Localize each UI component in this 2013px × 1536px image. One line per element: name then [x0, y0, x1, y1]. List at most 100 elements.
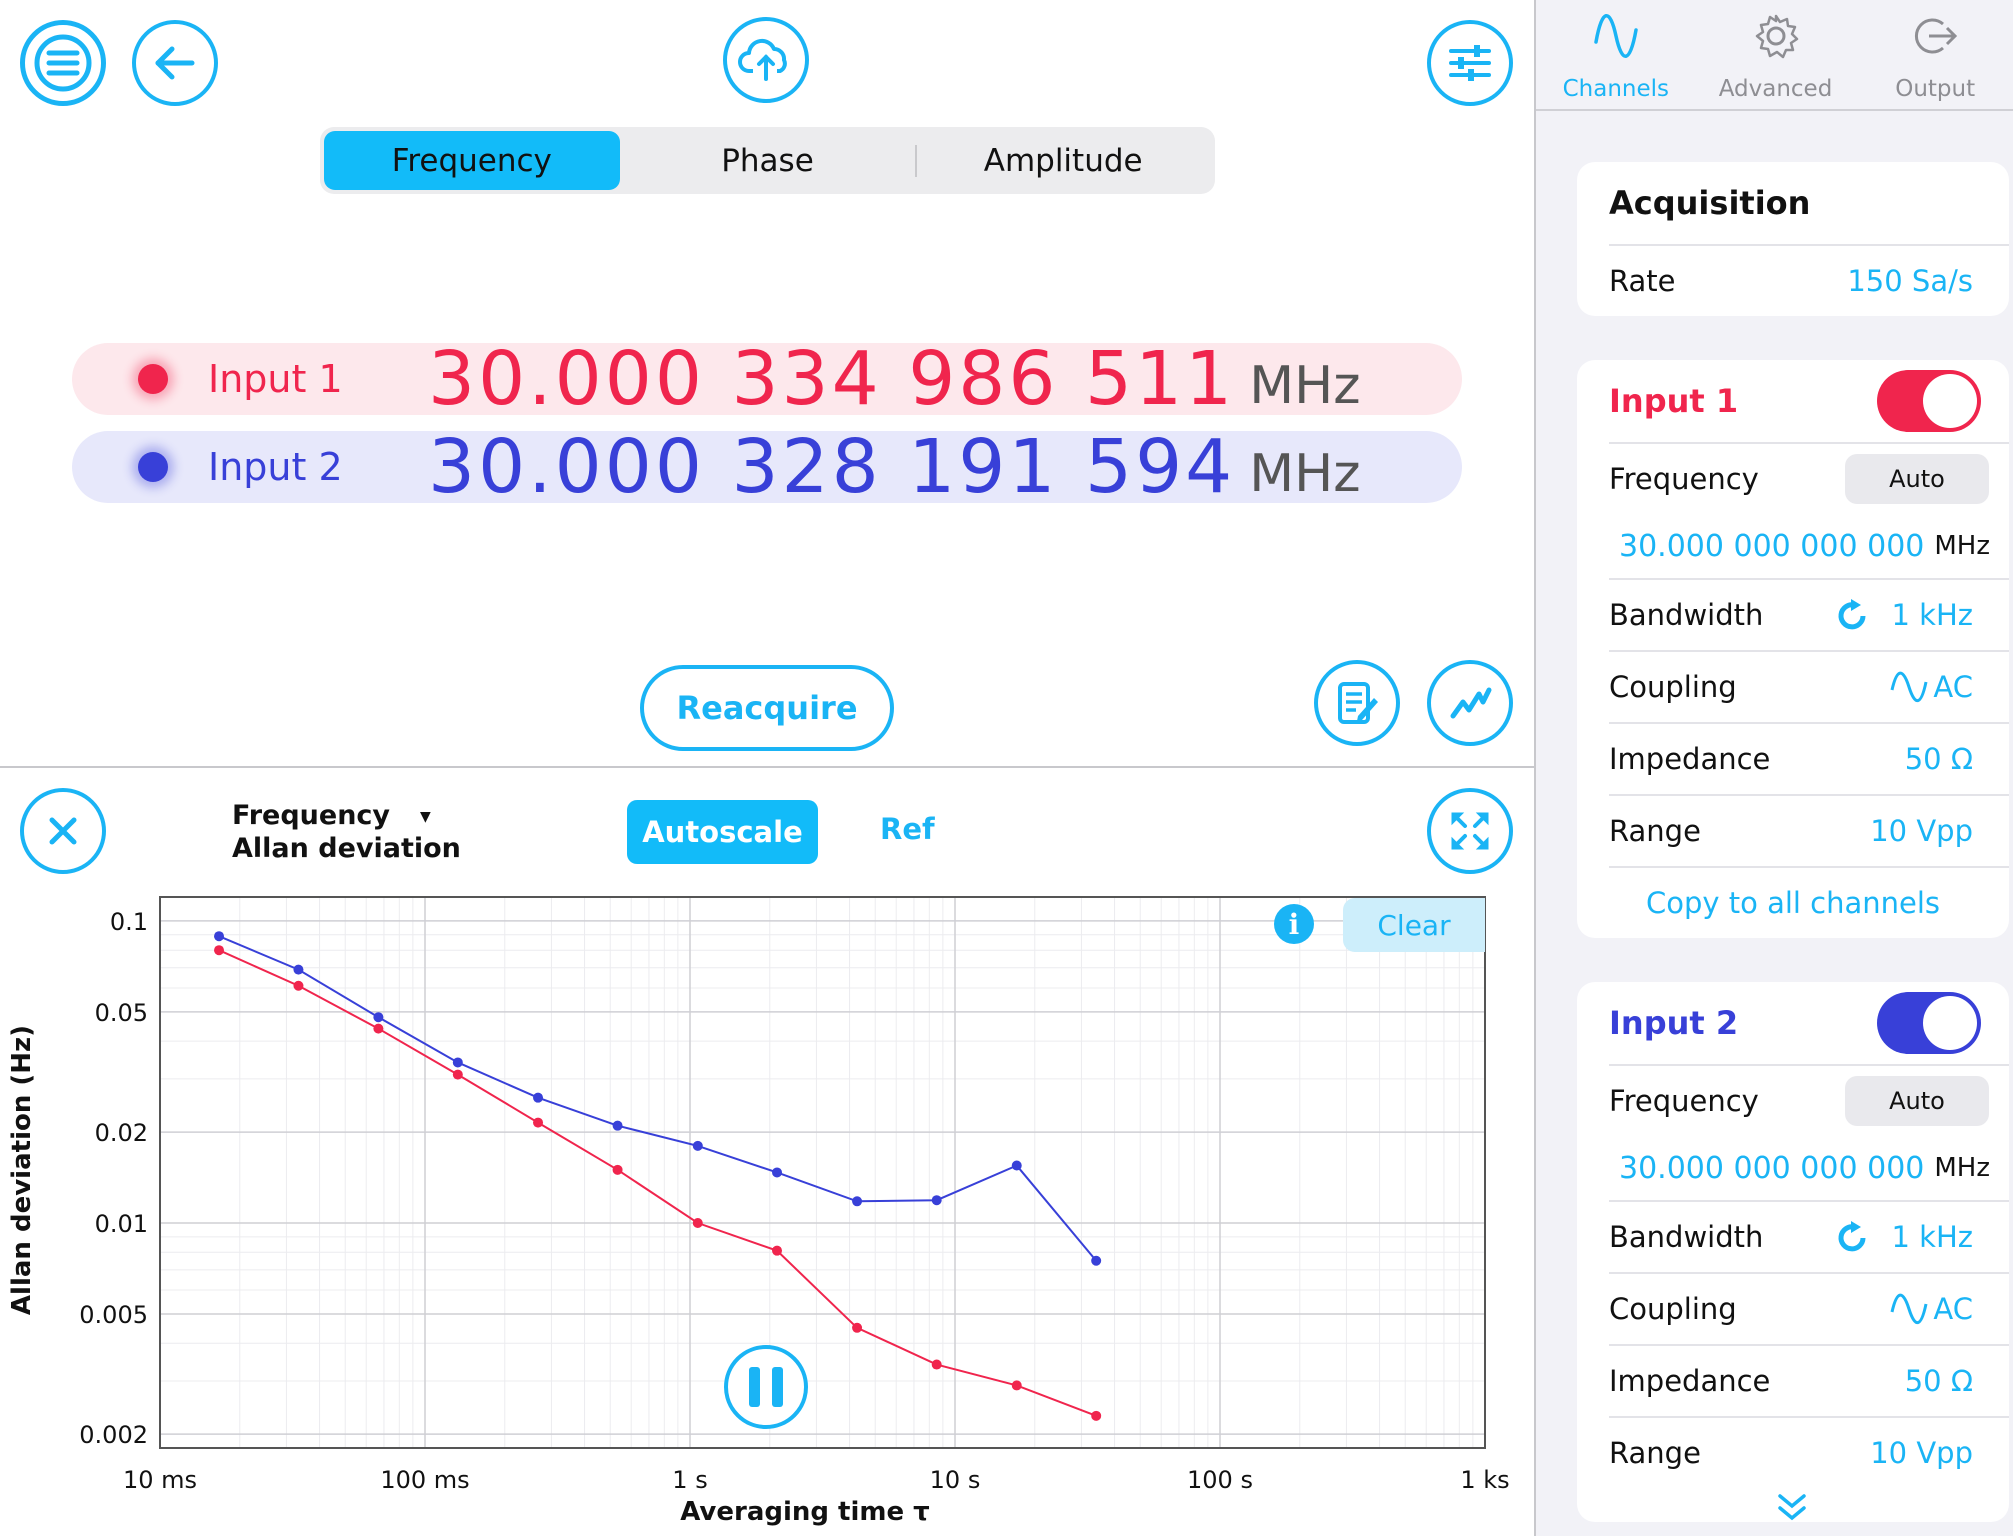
rate-value: 150 Sa/s: [1847, 264, 1973, 298]
close-plot-button[interactable]: [20, 788, 106, 874]
input2-impedance-row[interactable]: Impedance 50 Ω: [1609, 1344, 2009, 1416]
panel-divider: [0, 766, 1534, 768]
input1-reading-label: Input 1: [208, 357, 343, 401]
input1-coupling-value: AC: [1933, 670, 1973, 704]
data-point-input-1: [1091, 1410, 1102, 1421]
input2-coupling-label: Coupling: [1609, 1292, 1737, 1326]
acquisition-title: Acquisition: [1609, 184, 1811, 222]
data-point-input-1: [772, 1245, 783, 1256]
sine-wave-icon: [1890, 671, 1928, 703]
log-button[interactable]: [1314, 660, 1400, 746]
input1-range-value: 10 Vpp: [1870, 814, 1973, 848]
input2-coupling-row[interactable]: Coupling AC: [1609, 1272, 2009, 1344]
tab-channels-label: Channels: [1562, 76, 1670, 102]
input2-range-value: 10 Vpp: [1870, 1436, 1973, 1470]
scroll-down-chevron-icon[interactable]: [1772, 1490, 1812, 1526]
input1-range-row[interactable]: Range 10 Vpp: [1609, 794, 2009, 866]
arrow-left-icon: [155, 46, 195, 80]
input2-range-row[interactable]: Range 10 Vpp: [1609, 1416, 2009, 1488]
input1-coupling-label: Coupling: [1609, 670, 1737, 704]
input1-reading-unit: MHz: [1249, 356, 1361, 416]
tab-frequency[interactable]: Frequency: [324, 131, 620, 190]
input1-bandwidth-label: Bandwidth: [1609, 598, 1764, 632]
data-point-input-2: [373, 1012, 384, 1023]
pause-button[interactable]: [724, 1345, 808, 1429]
tab-channels[interactable]: Channels: [1536, 0, 1696, 109]
upload-button[interactable]: [723, 17, 809, 103]
input2-title: Input 2: [1609, 1004, 1739, 1042]
line-chart-icon: [1450, 687, 1492, 719]
input2-bandwidth-label: Bandwidth: [1609, 1220, 1764, 1254]
tab-advanced[interactable]: Advanced: [1696, 0, 1856, 109]
data-point-input-2: [214, 931, 225, 942]
data-point-input-2: [452, 1057, 463, 1068]
chart-minor-grid: [160, 897, 1485, 1448]
data-point-input-2: [533, 1092, 544, 1103]
input1-bandwidth-row[interactable]: Bandwidth 1 kHz: [1609, 578, 2009, 650]
settings-sidebar: Channels Advanced Output Acquisition: [1534, 0, 2013, 1536]
input2-frequency-label: Frequency: [1609, 1084, 1759, 1118]
input2-reading-label: Input 2: [208, 445, 343, 489]
data-point-input-2: [1091, 1255, 1102, 1266]
input2-impedance-label: Impedance: [1609, 1364, 1771, 1398]
y-tick-label: 0.005: [79, 1301, 148, 1329]
tab-output-label: Output: [1895, 76, 1976, 102]
rate-label: Rate: [1609, 264, 1676, 298]
input1-toggle[interactable]: [1877, 370, 1981, 432]
x-tick-label: 1 ks: [1460, 1466, 1509, 1494]
y-tick-label: 0.1: [110, 908, 148, 936]
tab-phase[interactable]: Phase: [721, 142, 814, 179]
expand-plot-button[interactable]: [1427, 788, 1513, 874]
reacquire-button[interactable]: Reacquire: [640, 665, 894, 751]
ref-button[interactable]: Ref: [880, 812, 935, 846]
input1-range-label: Range: [1609, 814, 1701, 848]
chart-series: [214, 931, 1102, 1421]
copy-to-all-channels-button[interactable]: Copy to all channels: [1609, 866, 2009, 938]
plot-type-line1: Frequency: [232, 800, 391, 831]
y-tick-label: 0.05: [95, 999, 148, 1027]
sliders-icon: [1449, 45, 1491, 81]
acquisition-card: Acquisition Rate 150 Sa/s: [1577, 162, 2009, 316]
data-point-input-1: [373, 1023, 384, 1034]
input2-frequency-unit: MHz: [1934, 1153, 1991, 1183]
input1-impedance-row[interactable]: Impedance 50 Ω: [1609, 722, 2009, 794]
clear-button[interactable]: Clear: [1343, 898, 1485, 952]
tab-output[interactable]: Output: [1855, 0, 2013, 109]
series-line-input-2: [218, 935, 1097, 1262]
input1-indicator-dot: [138, 364, 168, 394]
input2-frequency-value: 30.000 000 000 000: [1619, 1150, 1925, 1186]
autoscale-button[interactable]: Autoscale: [627, 800, 818, 864]
input1-coupling-row[interactable]: Coupling AC: [1609, 650, 2009, 722]
back-button[interactable]: [132, 20, 218, 106]
data-point-input-1: [612, 1164, 623, 1175]
rate-row[interactable]: Rate 150 Sa/s: [1609, 244, 2009, 316]
x-tick-label: 10 ms: [123, 1466, 197, 1494]
input2-reading: Input 2 30.000 328 191 594 MHz: [72, 424, 1462, 510]
input1-impedance-value: 50 Ω: [1904, 742, 1973, 776]
input2-frequency-field[interactable]: 30.000 000 000 000 MHz: [1609, 1136, 2009, 1200]
input2-toggle[interactable]: [1877, 992, 1981, 1054]
measurement-type-segmented-control: Frequency Phase Amplitude: [320, 127, 1215, 194]
output-arrow-icon: [1915, 18, 1958, 54]
input1-frequency-field[interactable]: 30.000 000 000 000 MHz: [1609, 514, 2009, 578]
settings-button[interactable]: [1427, 20, 1513, 106]
refresh-icon: [1838, 1221, 1865, 1252]
menu-button[interactable]: [20, 20, 106, 106]
info-icon[interactable]: i: [1274, 904, 1314, 944]
notes-edit-icon: [1338, 682, 1378, 724]
sidebar-tabs: Channels Advanced Output: [1536, 0, 2013, 111]
plot-type-dropdown[interactable]: Frequency ▼ Allan deviation: [232, 800, 461, 865]
tab-advanced-label: Advanced: [1718, 76, 1833, 102]
chart-toggle-button[interactable]: [1427, 660, 1513, 746]
y-tick-label: 0.002: [79, 1421, 148, 1449]
close-icon: [49, 817, 77, 845]
tab-amplitude[interactable]: Amplitude: [915, 131, 1211, 190]
input2-frequency-auto-button[interactable]: Auto: [1845, 1076, 1989, 1126]
input1-frequency-auto-button[interactable]: Auto: [1845, 454, 1989, 504]
x-tick-label: 10 s: [930, 1466, 981, 1494]
cloud-upload-icon: [738, 38, 787, 81]
x-tick-label: 100 ms: [380, 1466, 469, 1494]
input2-bandwidth-row[interactable]: Bandwidth 1 kHz: [1609, 1200, 2009, 1272]
